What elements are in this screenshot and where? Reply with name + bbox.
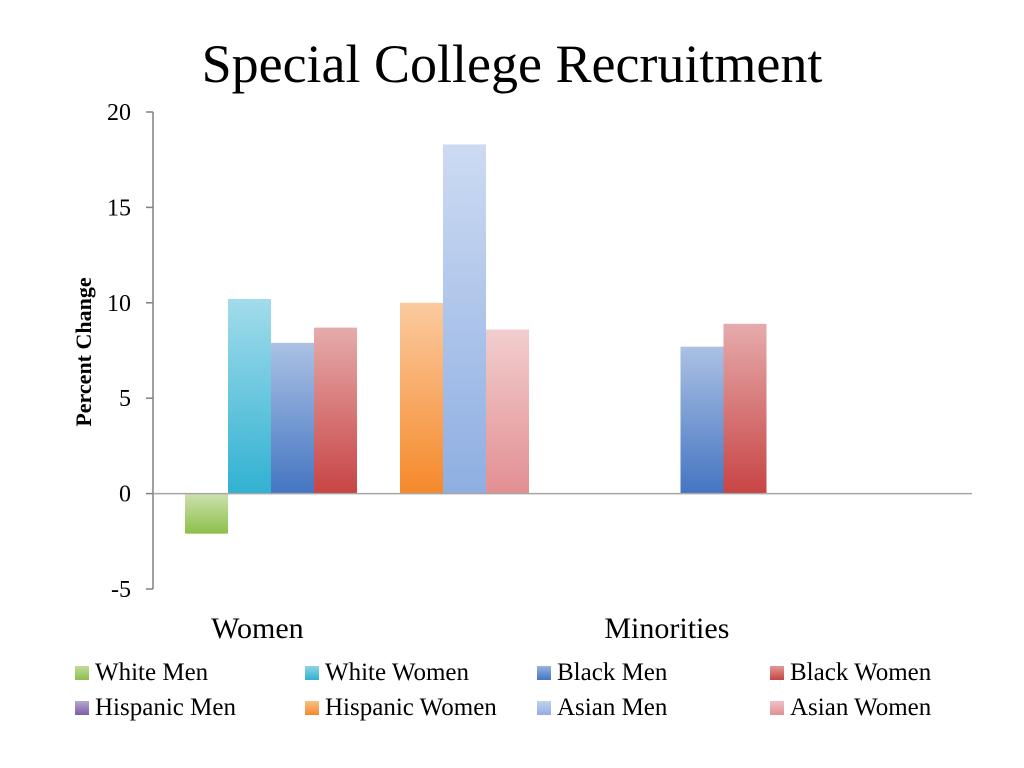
legend-label: Hispanic Men — [95, 694, 236, 721]
y-tick-label: 10 — [107, 291, 131, 317]
y-tick-label: 0 — [119, 482, 131, 508]
legend-label: Asian Men — [557, 694, 668, 721]
legend-swatch — [770, 666, 784, 680]
legend-swatch — [305, 666, 319, 680]
bars-layer — [185, 144, 767, 534]
legend: White Men White Women Black Men Black Women… — [70, 656, 970, 732]
bar-women-white-men — [185, 493, 228, 534]
legend-label: Asian Women — [790, 694, 932, 721]
legend-item-black-men: Black Men — [537, 656, 667, 690]
bar-women-black-men — [271, 342, 314, 494]
legend-item-white-men: White Men — [75, 656, 208, 690]
legend-swatch — [75, 666, 89, 680]
y-tick-label: 15 — [107, 195, 131, 221]
bar-women-black-women — [314, 327, 357, 494]
category-labels: Women Minorities — [211, 612, 729, 645]
legend-item-hispanic-men: Hispanic Men — [75, 691, 236, 725]
y-axis-label: Percent Change — [71, 277, 96, 427]
legend-swatch — [75, 701, 89, 715]
legend-swatch — [537, 666, 551, 680]
bar-minorities-black-men — [680, 346, 724, 494]
legend-label: Black Women — [790, 659, 932, 686]
legend-item-asian-men: Asian Men — [537, 691, 667, 725]
legend-item-black-women: Black Women — [770, 656, 931, 690]
legend-item-asian-women: Asian Women — [770, 691, 931, 725]
y-tick-label: -5 — [111, 577, 131, 603]
legend-item-hispanic-women: Hispanic Women — [305, 691, 497, 725]
bar-women-asian-men — [443, 144, 486, 494]
legend-label: Black Men — [557, 659, 668, 686]
legend-swatch — [770, 701, 784, 715]
legend-swatch — [305, 701, 319, 715]
x-category-label: Minorities — [604, 612, 729, 645]
bar-women-hispanic-women — [400, 302, 443, 494]
y-axis-ticks: -5 0 5 10 15 20 — [107, 100, 153, 603]
y-tick-label: 20 — [107, 100, 131, 126]
chart-title: Special College Recruitment — [201, 34, 823, 94]
legend-label: Hispanic Women — [325, 694, 497, 721]
legend-label: White Men — [95, 659, 209, 686]
bar-women-asian-women — [486, 329, 529, 494]
legend-item-white-women: White Women — [305, 656, 469, 690]
legend-label: White Women — [325, 659, 470, 686]
x-category-label: Women — [211, 612, 304, 645]
y-tick-label: 5 — [119, 386, 131, 412]
bar-women-white-women — [228, 298, 271, 494]
bar-minorities-black-women — [723, 323, 767, 494]
chart-plot: -5 0 5 10 15 20 Women Minorities — [107, 100, 972, 645]
legend-swatch — [537, 701, 551, 715]
